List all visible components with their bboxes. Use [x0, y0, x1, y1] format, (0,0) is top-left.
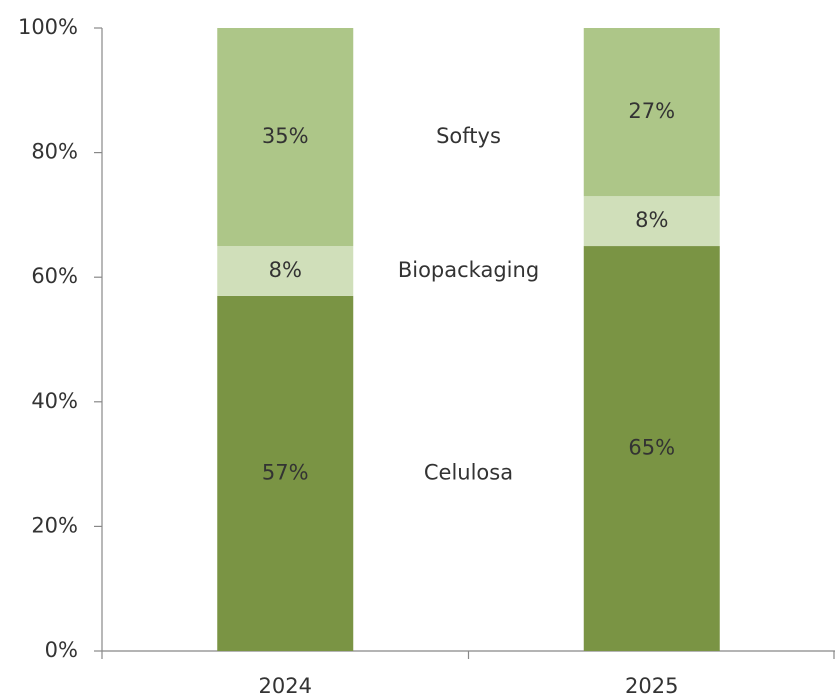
bar-segment [217, 28, 354, 247]
y-tick-label: 20% [31, 513, 78, 537]
data-label: 8% [635, 208, 668, 232]
bar-segment [583, 246, 720, 652]
y-tick-label: 80% [31, 140, 78, 164]
y-tick-label: 60% [31, 264, 78, 288]
y-tick-label: 0% [45, 638, 78, 662]
y-tick-label: 100% [18, 15, 78, 39]
data-label: 27% [628, 99, 675, 123]
series-label: Biopackaging [398, 258, 539, 282]
series-label: Softys [436, 124, 501, 148]
data-label: 65% [628, 436, 675, 460]
x-tick-label: 2025 [625, 674, 678, 695]
data-label: 57% [262, 460, 309, 484]
x-tick-label: 2024 [259, 674, 312, 695]
data-label: 8% [269, 258, 302, 282]
bar-segment [217, 295, 354, 651]
bar-segment [217, 246, 354, 296]
bar-segment [583, 28, 720, 197]
bar-segment [583, 196, 720, 247]
series-label: Celulosa [424, 460, 513, 484]
data-label: 35% [262, 124, 309, 148]
y-tick-label: 40% [31, 389, 78, 413]
